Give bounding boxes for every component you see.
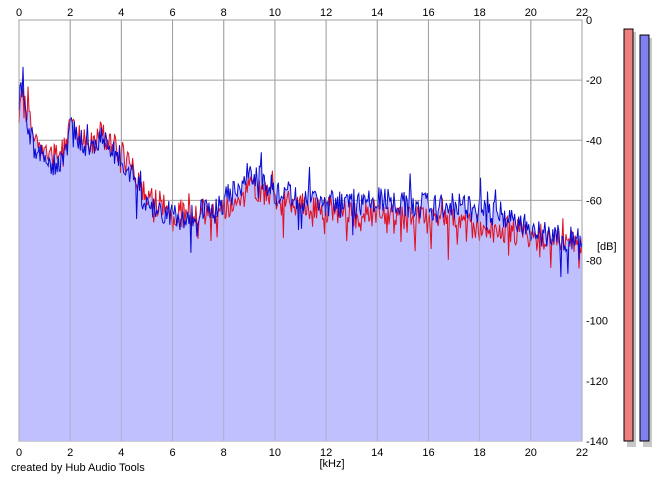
x-tick-label-top: 22 — [576, 7, 588, 19]
x-tick-label-top: 10 — [269, 7, 281, 19]
x-tick-label-top: 0 — [16, 7, 22, 19]
x-tick-label-bottom: 4 — [118, 447, 124, 459]
x-tick-label-top: 14 — [371, 7, 383, 19]
x-axis-label: [kHz] — [319, 458, 344, 470]
spectrum-area-fill — [19, 66, 582, 442]
credit-text: created by Hub Audio Tools — [11, 462, 145, 474]
x-tick-label-top: 8 — [221, 7, 227, 19]
x-tick-label-bottom: 14 — [371, 447, 383, 459]
x-tick-label-bottom: 20 — [525, 447, 537, 459]
level-meters — [623, 28, 652, 448]
x-tick-label-bottom: 16 — [422, 447, 434, 459]
y-tick-label: 0 — [586, 15, 592, 27]
x-tick-label-top: 16 — [422, 7, 434, 19]
x-tick-label-top: 20 — [525, 7, 537, 19]
x-tick-label-bottom: 12 — [320, 447, 332, 459]
x-tick-label-top: 4 — [118, 7, 124, 19]
y-tick-labels: 0 -20 -40 -60 -80 -100 -120 -140 — [586, 15, 608, 448]
x-tick-label-bottom: 8 — [221, 447, 227, 459]
x-tick-label-bottom: 2 — [67, 447, 73, 459]
series-right-line — [18, 66, 583, 278]
x-tick-label-top: 18 — [474, 7, 486, 19]
x-tick-label-top: 2 — [67, 7, 73, 19]
y-axis-label: [dB] — [597, 241, 617, 253]
x-tick-label-bottom: 18 — [474, 447, 486, 459]
x-tick-label-top: 12 — [320, 7, 332, 19]
y-tick-label: -80 — [586, 256, 602, 268]
x-tick-label-bottom: 22 — [576, 447, 588, 459]
y-tick-label: -140 — [586, 436, 608, 448]
x-tick-label-bottom: 6 — [169, 447, 175, 459]
level-meter-left — [623, 28, 634, 442]
y-tick-label: -120 — [586, 376, 608, 388]
level-meter-right — [639, 34, 650, 442]
x-tick-label-bottom: 10 — [269, 447, 281, 459]
x-tick-label-bottom: 0 — [16, 447, 22, 459]
y-tick-label: -20 — [586, 75, 602, 87]
y-tick-label: -60 — [586, 195, 602, 207]
y-tick-label: -100 — [586, 316, 608, 328]
x-tick-label-top: 6 — [169, 7, 175, 19]
y-tick-label: -40 — [586, 135, 602, 147]
